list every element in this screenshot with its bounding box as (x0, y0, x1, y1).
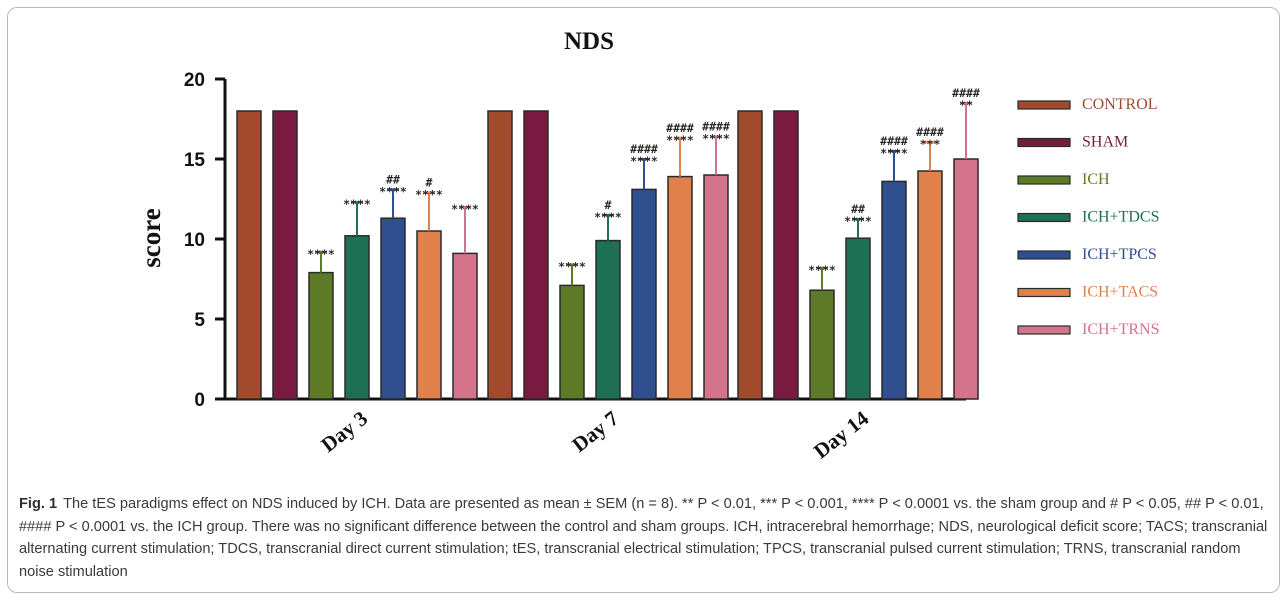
significance-stars: **** (307, 247, 335, 261)
significance-stars: **** (880, 146, 908, 160)
significance-stars: **** (630, 154, 658, 168)
significance-hashes: ## (386, 172, 400, 186)
bar (308, 271, 334, 400)
bar (344, 235, 370, 400)
legend-label: ICH+TPCS (1082, 246, 1157, 263)
significance-hashes: #### (952, 86, 980, 100)
significance-hashes: #### (916, 125, 944, 139)
significance-hashes: #### (630, 142, 658, 156)
significance-hashes: # (605, 198, 612, 212)
bar (773, 110, 799, 400)
x-tick-labels: Day 3 Day 7 Day 14 (316, 406, 873, 464)
legend-label: ICH+TRNS (1082, 321, 1159, 338)
bar (236, 110, 262, 400)
bar (272, 110, 298, 400)
bars (236, 102, 979, 400)
y-tick-label: 20 (184, 70, 205, 91)
caption-text: The tES paradigms effect on NDS induced … (19, 496, 1268, 580)
bar (809, 289, 835, 400)
y-tick-label: 15 (184, 150, 206, 171)
significance-stars: *** (920, 137, 941, 151)
x-tick-label: Day 7 (567, 406, 623, 457)
significance-hashes: # (426, 176, 433, 190)
legend-label: SHAM (1082, 134, 1128, 151)
significance-stars: **** (451, 202, 479, 216)
significance-stars: **** (702, 132, 730, 146)
bar (416, 230, 442, 400)
bar (881, 180, 907, 400)
legend-label: CONTROL (1082, 96, 1158, 113)
significance-hashes: #### (666, 121, 694, 135)
significance-stars: **** (594, 210, 622, 224)
bar (845, 237, 871, 400)
bar (737, 110, 763, 400)
significance-stars: **** (558, 260, 586, 274)
legend-label: ICH (1082, 171, 1110, 188)
legend-swatch (1017, 212, 1071, 223)
bar (452, 252, 478, 400)
y-tick-label: 0 (194, 390, 205, 411)
significance-stars: **** (343, 197, 371, 211)
bar (595, 239, 621, 400)
chart-title: NDS (564, 28, 614, 55)
x-tick-label: Day 14 (809, 406, 873, 464)
bar (917, 170, 943, 400)
bar (631, 188, 657, 400)
bar (953, 158, 979, 400)
significance-stars: **** (415, 188, 443, 202)
bar (487, 110, 513, 400)
significance-hashes: #### (702, 120, 730, 134)
bar (703, 174, 729, 400)
legend-swatch (1017, 325, 1071, 335)
bar (523, 110, 549, 400)
legend: CONTROL SHAM ICH ICH+TDCS ICH+TPCS ICH+TACS IC… (1017, 96, 1159, 338)
y-axis-label: score (136, 208, 166, 267)
significance-stars: **** (844, 214, 872, 228)
x-tick-label: Day 3 (316, 406, 372, 457)
significance-stars: **** (666, 133, 694, 147)
figure-caption: Fig. 1 The tES paradigms effect on NDS in… (19, 493, 1274, 583)
legend-swatch (1017, 287, 1071, 298)
significance-hashes: ## (851, 202, 865, 216)
significance-stars: **** (379, 184, 407, 198)
y-tick-label: 5 (194, 310, 205, 331)
bar (559, 284, 585, 400)
legend-label: ICH+TDCS (1082, 209, 1159, 226)
significance-labels: ************##****#************#****####… (307, 86, 980, 277)
legend-swatch (1017, 137, 1071, 148)
legend-swatch (1017, 175, 1071, 185)
significance-stars: **** (808, 263, 836, 277)
significance-hashes: #### (880, 134, 908, 148)
y-tick-label: 10 (184, 230, 205, 251)
significance-stars: ** (959, 98, 973, 112)
figure-label: Fig. 1 (19, 496, 58, 512)
legend-swatch (1017, 100, 1071, 110)
legend-label: ICH+TACS (1082, 284, 1158, 301)
bar (667, 175, 693, 400)
legend-swatch (1017, 250, 1071, 260)
bar (380, 217, 406, 400)
